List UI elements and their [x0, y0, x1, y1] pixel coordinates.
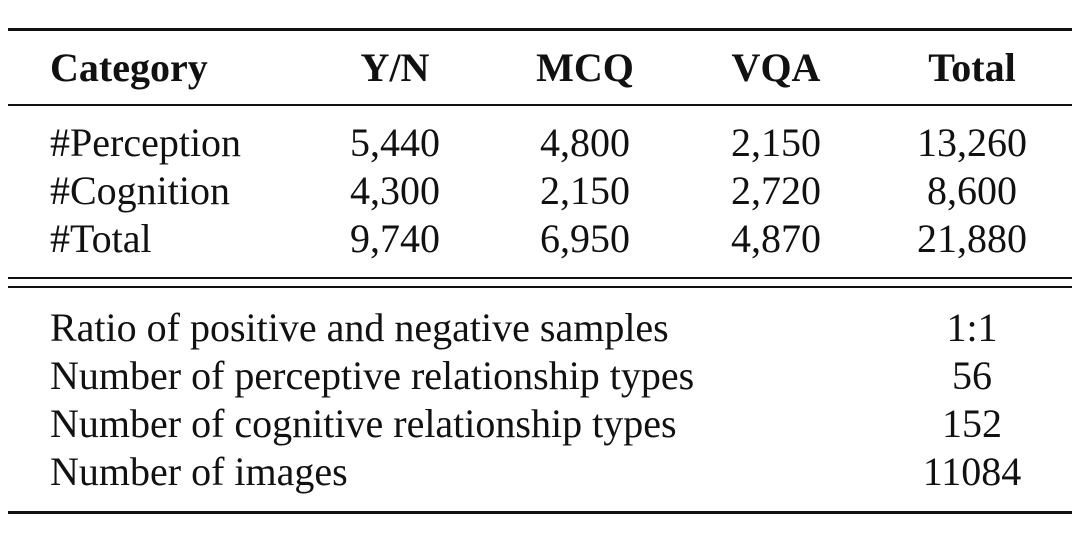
count-cell: 2,150 [731, 120, 821, 165]
header-cell: Total [928, 45, 1016, 90]
count-cell: 8,600 [927, 168, 1017, 213]
stat-value: 11084 [922, 449, 1022, 494]
stat-label: Number of cognitive relationship types [50, 401, 677, 446]
row-label: #Cognition [50, 168, 231, 213]
row-label: #Total [50, 216, 152, 261]
count-cell: 2,150 [540, 168, 630, 213]
header-cell: MCQ [536, 45, 634, 90]
stat-value: 56 [952, 353, 992, 398]
count-cell: 4,870 [731, 216, 821, 261]
stat-label: Number of images [50, 449, 348, 494]
stat-label: Ratio of positive and negative samples [50, 305, 669, 350]
header-cell: Y/N [360, 45, 430, 90]
stat-label: Number of perceptive relationship types [50, 353, 695, 398]
header-cell: VQA [731, 45, 821, 90]
count-cell: 13,260 [917, 120, 1027, 165]
row-label: #Perception [50, 120, 242, 165]
header-rule [8, 104, 1072, 106]
count-cell: 4,300 [350, 168, 440, 213]
bottom-rule [8, 511, 1072, 514]
stat-value: 1:1 [946, 305, 998, 350]
count-cell: 6,950 [540, 216, 630, 261]
count-cell: 21,880 [917, 216, 1027, 261]
count-cell: 4,800 [540, 120, 630, 165]
count-cell: 9,740 [350, 216, 440, 261]
count-cell: 5,440 [350, 120, 440, 165]
double-rule-top [8, 277, 1072, 279]
double-rule-bottom [8, 286, 1072, 288]
stat-value: 152 [942, 401, 1002, 446]
header-cell: Category [50, 45, 208, 90]
count-cell: 2,720 [731, 168, 821, 213]
top-rule [8, 28, 1072, 31]
